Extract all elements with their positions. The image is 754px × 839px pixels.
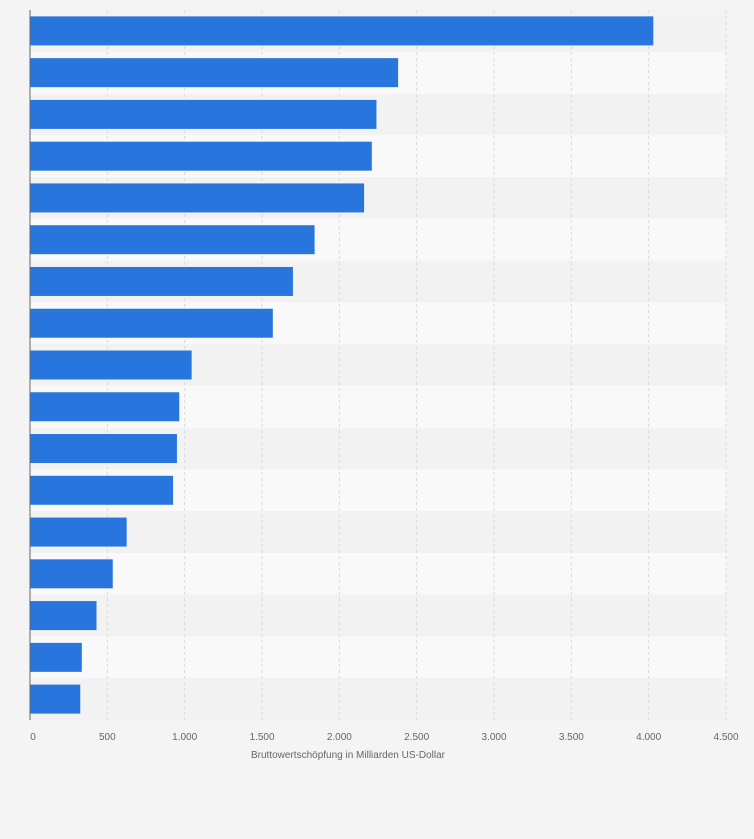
bar[interactable] bbox=[30, 225, 315, 255]
x-tick-label: 4.500 bbox=[713, 732, 738, 743]
bar[interactable] bbox=[30, 16, 654, 46]
bar[interactable] bbox=[30, 350, 192, 380]
bar[interactable] bbox=[30, 517, 127, 547]
x-tick-label: 3.500 bbox=[559, 732, 584, 743]
bars bbox=[30, 16, 654, 714]
bar[interactable] bbox=[30, 601, 97, 631]
bar[interactable] bbox=[30, 58, 399, 88]
x-tick-label: 3.000 bbox=[481, 732, 506, 743]
row-band bbox=[30, 636, 726, 679]
row-band bbox=[30, 594, 726, 637]
x-tick-label: 2.000 bbox=[327, 732, 352, 743]
x-tick-labels: 0 500 1.000 1.500 2.000 2.500 3.000 3.500 4.000 4… bbox=[30, 732, 739, 743]
x-axis-title: Bruttowertschöpfung in Milliarden US-Dol… bbox=[251, 750, 446, 761]
bar[interactable] bbox=[30, 266, 293, 296]
bar[interactable] bbox=[30, 559, 113, 589]
x-tick-label: 1.500 bbox=[249, 732, 274, 743]
row-band bbox=[30, 552, 726, 595]
bar[interactable] bbox=[30, 99, 377, 129]
bar[interactable] bbox=[30, 183, 365, 213]
x-tick-label: 4.000 bbox=[636, 732, 661, 743]
row-band bbox=[30, 678, 726, 720]
x-tick-label: 1.000 bbox=[172, 732, 197, 743]
bar[interactable] bbox=[30, 434, 177, 464]
bar[interactable] bbox=[30, 684, 81, 714]
bar[interactable] bbox=[30, 642, 82, 672]
x-tick-label: 0 bbox=[30, 732, 36, 743]
bar[interactable] bbox=[30, 475, 174, 505]
bar[interactable] bbox=[30, 141, 372, 171]
bar[interactable] bbox=[30, 392, 180, 422]
row-band bbox=[30, 511, 726, 553]
x-tick-label: 2.500 bbox=[404, 732, 429, 743]
bar[interactable] bbox=[30, 308, 273, 338]
x-tick-label: 500 bbox=[99, 732, 116, 743]
